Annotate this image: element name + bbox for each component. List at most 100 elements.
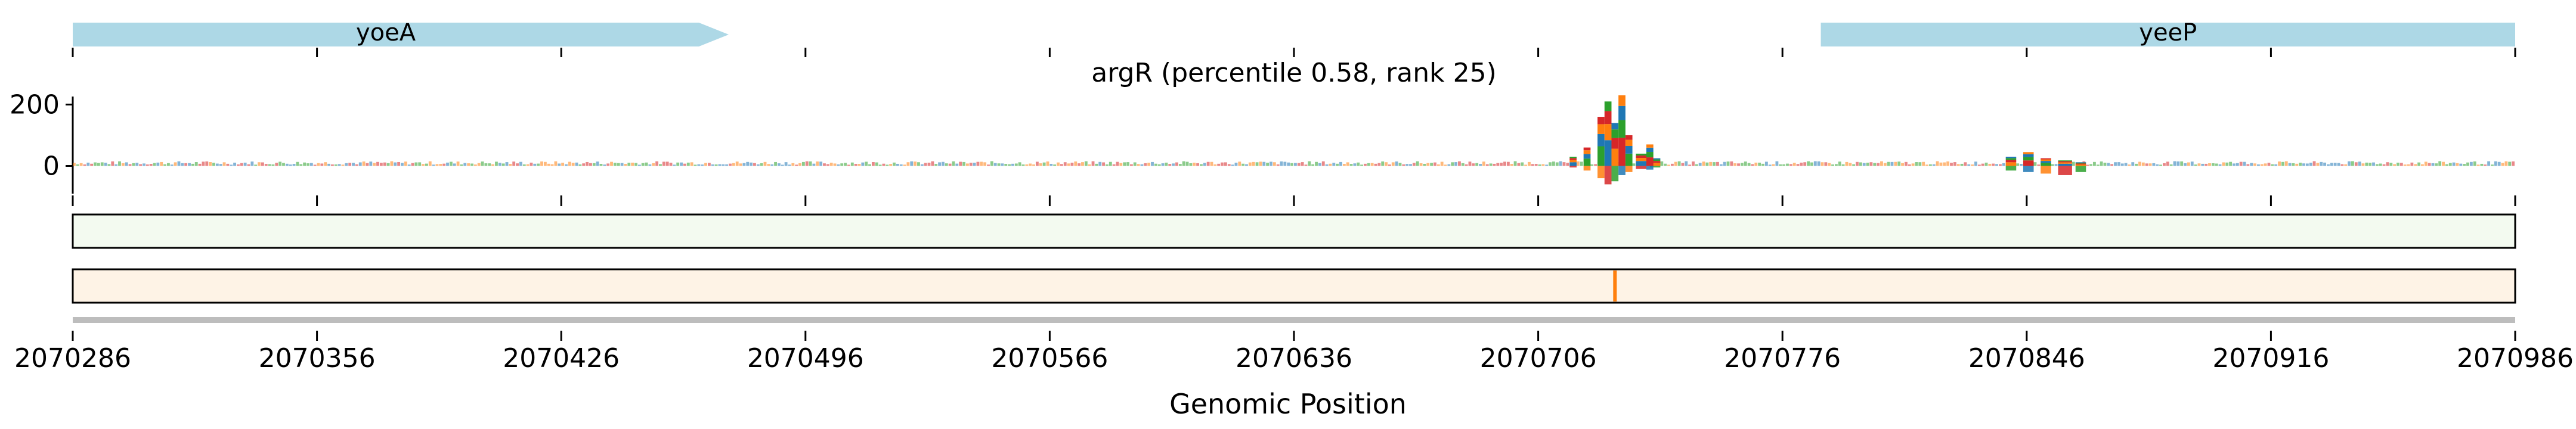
logo-noise-mark — [1081, 162, 1084, 166]
logo-noise-mark — [1733, 163, 1737, 166]
logo-noise-mark — [1664, 163, 1667, 166]
logo-noise-mark — [1270, 161, 1272, 166]
logo-noise-mark — [2438, 161, 2442, 166]
logo-noise-mark — [2211, 163, 2215, 166]
logo-noise-mark — [1206, 161, 1210, 166]
logo-noise-mark — [669, 163, 673, 166]
logo-peak-mark — [2075, 164, 2086, 166]
logo-noise-mark — [2205, 163, 2208, 166]
logo-noise-mark — [582, 163, 586, 166]
logo-noise-mark — [750, 162, 753, 166]
logo-noise-mark — [160, 161, 163, 166]
logo-noise-mark — [2152, 163, 2156, 166]
logo-noise-mark — [1255, 162, 1259, 166]
logo-noise-mark — [882, 163, 886, 166]
logo-noise-mark — [910, 161, 914, 166]
logo-noise-mark — [1227, 164, 1231, 166]
logo-noise-mark — [725, 164, 729, 166]
logo-noise-mark — [1454, 162, 1458, 166]
logo-noise-mark — [376, 161, 379, 166]
logo-noise-mark — [1095, 163, 1098, 166]
logo-peak-mark — [1646, 147, 1654, 153]
logo-noise-mark — [2424, 161, 2428, 166]
logo-noise-mark — [746, 161, 750, 166]
logo-noise-mark — [1014, 163, 1018, 166]
logo-noise-mark — [184, 163, 188, 166]
logo-noise-mark — [798, 163, 801, 166]
logo-noise-mark — [519, 161, 522, 166]
logo-noise-mark — [83, 164, 86, 166]
logo-peak-mark — [2075, 163, 2086, 165]
logo-noise-mark — [1436, 164, 1440, 166]
logo-noise-mark — [2020, 164, 2023, 166]
logo-noise-mark — [620, 163, 624, 166]
logo-noise-mark — [1915, 162, 1918, 166]
logo-noise-mark — [1698, 163, 1702, 166]
logo-noise-mark — [345, 163, 348, 166]
logo-noise-mark — [917, 162, 920, 166]
logo-noise-mark — [289, 164, 292, 166]
logo-noise-mark — [945, 163, 948, 166]
logo-noise-mark — [543, 161, 547, 166]
logo-noise-mark — [2501, 163, 2504, 166]
logo-noise-mark — [181, 163, 184, 166]
logo-noise-mark — [1349, 164, 1353, 166]
logo-noise-mark — [2473, 161, 2476, 166]
logo-noise-mark — [973, 163, 976, 166]
logo-noise-mark — [2225, 162, 2229, 166]
logo-noise-mark — [2051, 164, 2054, 166]
logo-noise-mark — [1001, 163, 1004, 166]
logo-noise-mark — [1974, 161, 1977, 166]
logo-noise-mark — [2386, 162, 2389, 166]
logo-noise-mark — [2375, 164, 2379, 166]
logo-noise-mark — [899, 164, 903, 166]
logo-noise-mark — [1234, 163, 1238, 166]
logo-noise-mark — [1552, 161, 1555, 166]
logo-noise-mark — [209, 162, 212, 166]
logo-noise-mark — [170, 164, 174, 166]
logo-noise-mark — [2096, 164, 2100, 166]
logo-noise-mark — [578, 164, 582, 166]
gene-label-yeeP: yeeP — [2139, 19, 2197, 46]
logo-noise-mark — [407, 164, 411, 166]
logo-peak-negative — [1625, 166, 1633, 172]
logo-noise-mark — [547, 163, 550, 166]
logo-noise-mark — [309, 163, 313, 166]
logo-noise-mark — [847, 164, 850, 166]
logo-peak-mark — [2023, 160, 2034, 166]
logo-noise-mark — [805, 161, 809, 166]
logo-noise-mark — [819, 161, 823, 166]
logo-noise-mark — [422, 164, 425, 166]
logo-noise-mark — [177, 161, 181, 166]
logo-noise-mark — [1877, 163, 1880, 166]
logo-noise-mark — [1112, 164, 1116, 166]
logo-noise-mark — [202, 161, 205, 166]
logo-noise-mark — [665, 161, 669, 166]
logo-noise-mark — [2194, 164, 2197, 166]
logo-peak-mark — [1649, 163, 1661, 166]
logo-peak-mark — [1597, 133, 1605, 147]
logo-noise-mark — [1042, 162, 1046, 166]
logo-y-tick-label: 200 — [10, 89, 60, 120]
logo-noise-mark — [906, 162, 910, 166]
logo-noise-mark — [2397, 162, 2399, 166]
logo-noise-mark — [1873, 163, 1877, 166]
logo-noise-mark — [73, 163, 76, 166]
x-tick-label: 2070706 — [1480, 343, 1597, 374]
logo-noise-mark — [2253, 163, 2256, 166]
logo-noise-mark — [903, 164, 906, 166]
logo-noise-mark — [237, 164, 240, 166]
logo-noise-mark — [222, 162, 226, 166]
logo-noise-mark — [428, 161, 432, 166]
logo-noise-mark — [816, 161, 819, 166]
logo-noise-mark — [215, 163, 219, 166]
logo-noise-mark — [509, 164, 512, 166]
logo-noise-mark — [554, 161, 558, 166]
logo-noise-mark — [1465, 164, 1468, 166]
logo-noise-mark — [1869, 162, 1873, 166]
logo-noise-mark — [2250, 163, 2253, 166]
logo-noise-mark — [2184, 163, 2187, 166]
logo-peak-negative — [2041, 166, 2051, 174]
logo-noise-mark — [1956, 164, 1960, 166]
logo-noise-mark — [711, 164, 714, 166]
